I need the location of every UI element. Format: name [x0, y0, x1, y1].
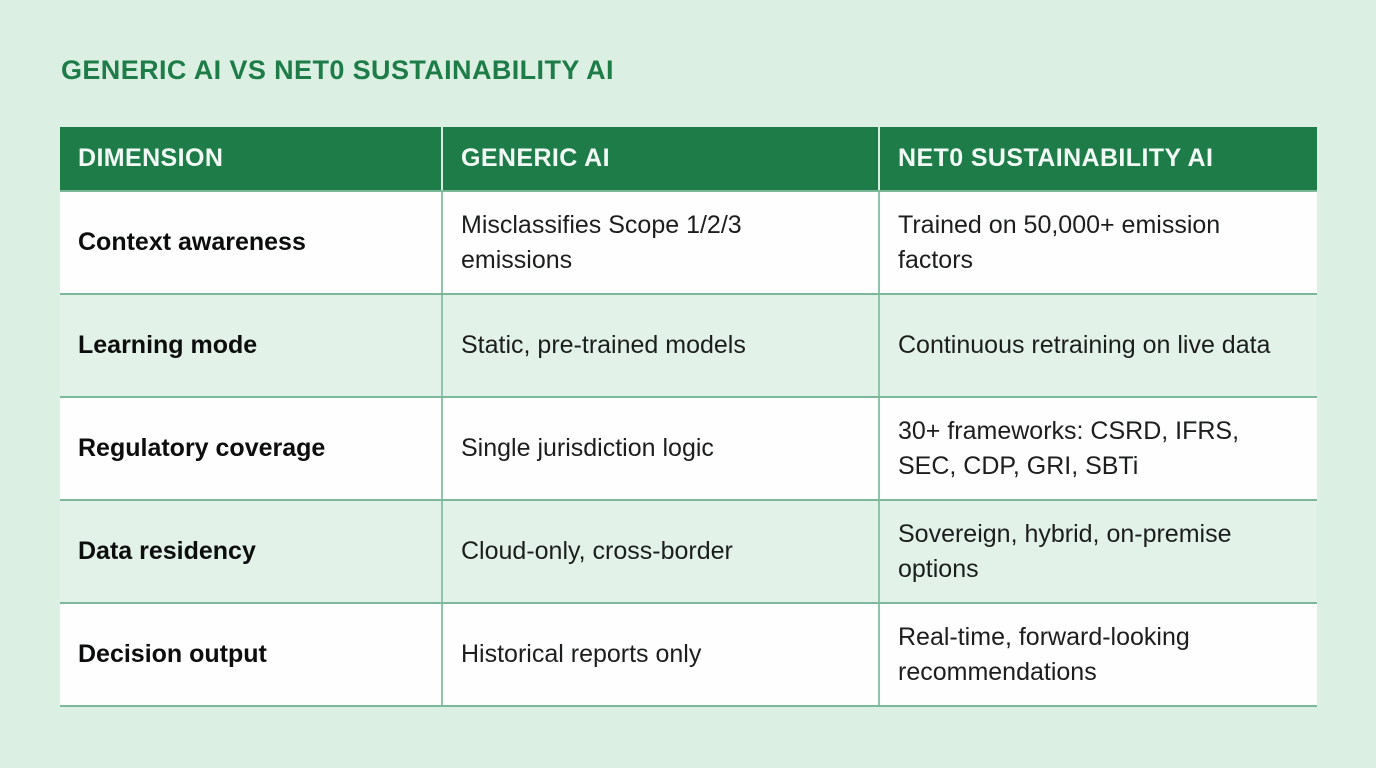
- net0-ai-value: 30+ frameworks: CSRD, IFRS, SEC, CDP, GR…: [878, 398, 1317, 499]
- net0-ai-value: Trained on 50,000+ emission factors: [878, 192, 1317, 293]
- dimension-label: Learning mode: [78, 331, 258, 359]
- dimension-label: Decision output: [78, 640, 267, 668]
- column-header-generic-ai: GENERIC AI: [441, 127, 878, 190]
- table-row-learning-mode: Learning mode Static, pre-trained models…: [60, 293, 1317, 396]
- page-title: GENERIC AI VS NET0 SUSTAINABILITY AI: [61, 55, 614, 85]
- table-header-row: DIMENSION GENERIC AI NET0 SUSTAINABILITY…: [60, 127, 1317, 190]
- column-header-dimension: DIMENSION: [78, 144, 224, 172]
- dimension-label: Regulatory coverage: [78, 434, 326, 462]
- dimension-label: Data residency: [78, 537, 256, 565]
- table-row-context-awareness: Context awareness Misclassifies Scope 1/…: [60, 190, 1317, 293]
- net0-ai-value: Sovereign, hybrid, on-premise options: [878, 501, 1317, 602]
- generic-ai-value: Static, pre-trained models: [441, 295, 878, 396]
- table-row-decision-output: Decision output Historical reports only …: [60, 602, 1317, 705]
- dimension-label: Context awareness: [78, 228, 306, 256]
- generic-ai-value: Misclassifies Scope 1/2/3 emissions: [441, 192, 878, 293]
- column-header-net0-sustainability-ai: NET0 SUSTAINABILITY AI: [878, 127, 1317, 190]
- net0-ai-value: Continuous retraining on live data: [878, 295, 1317, 396]
- comparison-table: DIMENSION GENERIC AI NET0 SUSTAINABILITY…: [60, 127, 1317, 707]
- generic-ai-value: Cloud-only, cross-border: [441, 501, 878, 602]
- table-row-regulatory-coverage: Regulatory coverage Single jurisdiction …: [60, 396, 1317, 499]
- generic-ai-value: Historical reports only: [441, 604, 878, 705]
- table-row-data-residency: Data residency Cloud-only, cross-border …: [60, 499, 1317, 602]
- net0-ai-value: Real-time, forward-looking recommendatio…: [878, 604, 1317, 705]
- generic-ai-value: Single jurisdiction logic: [441, 398, 878, 499]
